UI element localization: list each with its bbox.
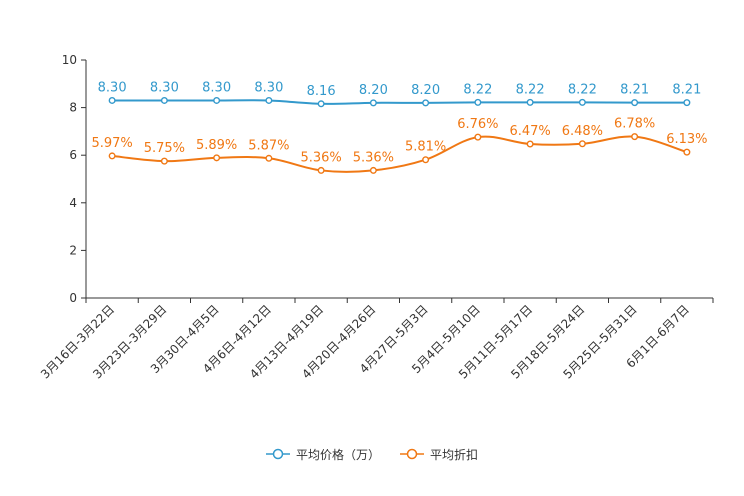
data-label-discount: 5.75% [144, 141, 185, 156]
data-label-discount: 6.78% [614, 117, 655, 132]
point-price [160, 96, 168, 104]
point-discount [369, 166, 377, 174]
data-label-discount: 6.13% [666, 132, 707, 147]
point-price [369, 99, 377, 107]
y-tick-label: 0 [69, 291, 77, 305]
point-price [213, 96, 221, 104]
point-discount [213, 154, 221, 162]
point-discount [422, 156, 430, 164]
legend-discount-label: 平均折扣 [430, 447, 479, 462]
legend-item-price[interactable]: 平均价格（万） [265, 446, 380, 463]
data-label-price: 8.30 [254, 80, 283, 95]
point-discount [578, 140, 586, 148]
point-price [631, 99, 639, 107]
y-tick-label: 6 [69, 148, 77, 162]
data-label-price: 8.30 [202, 80, 231, 95]
series-line-price [112, 99, 687, 105]
data-label-discount: 5.36% [300, 150, 341, 165]
data-label-discount: 6.76% [457, 117, 498, 132]
point-price [422, 99, 430, 107]
point-price [526, 98, 534, 106]
point-discount [631, 133, 639, 141]
data-label-discount: 5.97% [91, 136, 132, 151]
data-label-price: 8.22 [463, 82, 492, 97]
data-label-discount: 5.81% [405, 140, 446, 155]
data-label-discount: 6.48% [562, 124, 603, 139]
legend: 平均价格（万） 平均折扣 [0, 444, 744, 464]
data-label-price: 8.30 [150, 80, 179, 95]
data-label-price: 8.16 [307, 84, 336, 99]
y-tick-label: 4 [69, 196, 77, 210]
data-label-price: 8.22 [568, 82, 597, 97]
point-discount [526, 140, 534, 148]
legend-price-label: 平均价格（万） [295, 447, 380, 462]
point-price [578, 98, 586, 106]
point-price [265, 96, 273, 104]
data-label-price: 8.30 [98, 80, 127, 95]
legend-item-discount[interactable]: 平均折扣 [400, 446, 478, 463]
legend-price-marker-icon [265, 448, 290, 460]
point-discount [683, 148, 691, 156]
data-label-price: 8.21 [672, 83, 701, 98]
data-label-price: 8.21 [620, 83, 649, 98]
data-label-discount: 5.36% [353, 150, 394, 165]
point-discount [317, 166, 325, 174]
point-price [317, 100, 325, 108]
point-discount [265, 154, 273, 162]
data-label-price: 8.22 [516, 82, 545, 97]
legend-discount-marker-icon [400, 448, 424, 460]
y-tick-label: 10 [62, 53, 77, 67]
point-price [683, 99, 691, 107]
point-discount [108, 152, 116, 160]
point-price [474, 98, 482, 106]
point-discount [160, 157, 168, 165]
data-label-discount: 6.47% [509, 124, 550, 139]
point-discount [474, 133, 482, 141]
y-tick-label: 8 [69, 101, 77, 115]
point-price [108, 96, 116, 104]
data-label-discount: 5.87% [248, 138, 289, 153]
data-label-price: 8.20 [359, 83, 388, 98]
data-label-price: 8.20 [411, 83, 440, 98]
data-label-discount: 5.89% [196, 138, 237, 153]
y-tick-label: 2 [69, 243, 77, 257]
series-line-discount [112, 135, 688, 173]
